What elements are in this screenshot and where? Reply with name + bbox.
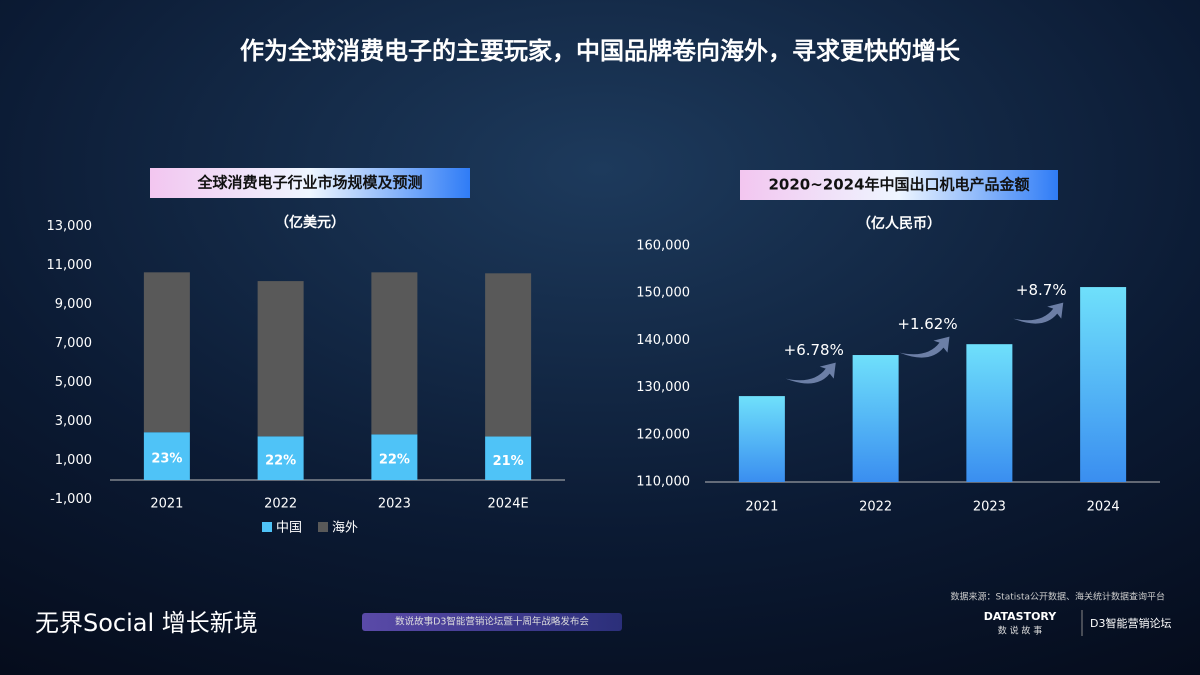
source: 数据来源：Statista公开数据、海关统计数据查询平台 — [950, 591, 1165, 603]
legend-label: 海外 — [332, 521, 358, 536]
legend-label: 中国 — [276, 521, 302, 536]
bar — [1080, 287, 1127, 482]
growth-arrow — [1013, 302, 1064, 324]
y-tick-label: 5,000 — [55, 375, 92, 390]
chart-title-box — [740, 170, 1058, 200]
bar-segment — [257, 281, 304, 437]
y-tick-label: 1,000 — [55, 453, 92, 468]
y-tick-label: 3,000 — [55, 414, 92, 429]
bar — [738, 396, 785, 482]
legend-swatch — [262, 522, 272, 532]
event: 数说故事D3智能营销论坛暨十周年战略发布会 — [395, 616, 589, 628]
x-tick-label: 2024E — [487, 497, 528, 512]
x-tick-label: 2023 — [973, 500, 1006, 515]
x-tick-label: 2022 — [264, 497, 297, 512]
brand: DATASTORY — [984, 610, 1058, 623]
data-label: 21% — [493, 454, 524, 469]
brand-cn: 数 说 故 事 — [998, 625, 1043, 637]
legend-swatch — [318, 522, 328, 532]
chart-title: 全球消费电子行业市场规模及预测 — [196, 174, 422, 192]
y-tick-label: 140,000 — [636, 333, 690, 348]
chart-unit: （亿人民币） — [857, 215, 941, 232]
annotation: +8.7% — [1016, 281, 1067, 299]
data-label: 23% — [151, 452, 182, 467]
y-tick-label: 11,000 — [47, 258, 93, 273]
y-tick-label: 13,000 — [47, 219, 93, 234]
bar-segment — [485, 273, 532, 437]
bar-segment — [143, 432, 190, 480]
annotation: +1.62% — [897, 315, 957, 333]
event-box — [362, 613, 622, 631]
d3-brand: D3智能营销论坛 — [1090, 616, 1171, 630]
chart-unit: （亿美元） — [275, 214, 345, 231]
bar — [966, 344, 1013, 482]
data-label: 22% — [265, 454, 296, 469]
bar-segment — [371, 272, 418, 435]
x-tick-label: 2021 — [150, 497, 183, 512]
chart-title: 2020~2024年中国出口机电产品金额 — [768, 176, 1029, 194]
y-tick-label: 7,000 — [55, 336, 92, 351]
x-tick-label: 2021 — [745, 500, 778, 515]
y-tick-label: 160,000 — [636, 239, 690, 254]
bar-segment — [485, 436, 532, 480]
chart-title-box — [150, 168, 470, 198]
y-tick-label: -1,000 — [50, 492, 92, 507]
y-tick-label: 120,000 — [636, 427, 690, 442]
bar-segment — [371, 434, 418, 480]
x-tick-label: 2023 — [378, 497, 411, 512]
x-tick-label: 2022 — [859, 500, 892, 515]
bar — [852, 355, 899, 482]
growth-arrow — [785, 362, 836, 384]
y-tick-label: 9,000 — [55, 297, 92, 312]
growth-arrow — [899, 336, 950, 358]
x-tick-label: 2024 — [1087, 500, 1120, 515]
bar-segment — [257, 436, 304, 480]
annotation: +6.78% — [784, 341, 844, 359]
y-tick-label: 130,000 — [636, 380, 690, 395]
data-label: 22% — [379, 453, 410, 468]
slide-title: 作为全球消费电子的主要玩家，中国品牌卷向海外，寻求更快的增长 — [240, 37, 961, 65]
bar-segment — [143, 272, 190, 433]
y-tick-label: 150,000 — [636, 286, 690, 301]
slogan: 无界Social 增长新境 — [35, 609, 258, 637]
y-tick-label: 110,000 — [636, 475, 690, 490]
